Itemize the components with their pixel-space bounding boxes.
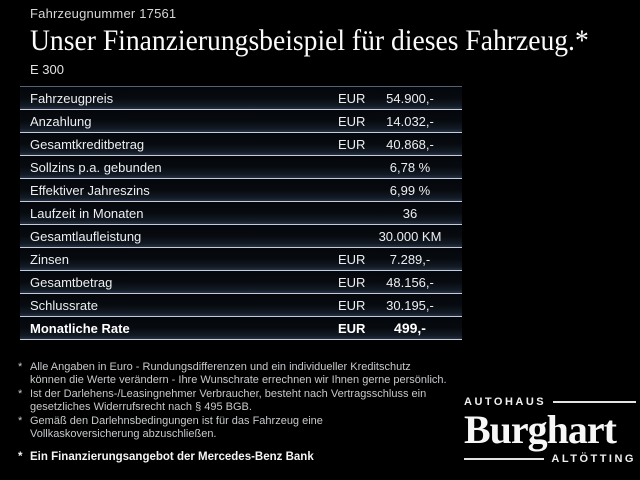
header: Fahrzeugnummer 17561 Unser Finanzierungs… <box>30 6 630 77</box>
logo-top-row: Autohaus <box>464 396 636 408</box>
row-value: 54.900,- <box>386 90 434 106</box>
row-value: 40.868,- <box>386 136 434 152</box>
logo-dealer-name: Burghart <box>464 407 617 452</box>
logo-autohaus-label: Autohaus <box>464 396 547 408</box>
table-row-laufzeit: Laufzeit in Monaten 36 <box>20 202 462 225</box>
table-row-zinsen: Zinsen EUR 7.289,- <box>20 248 462 271</box>
row-value: 6,78 % <box>389 159 431 175</box>
footnote-vollkasko: * Gemäß den Darlehnsbedingungen ist für … <box>18 415 488 442</box>
table-row-gesamtkreditbetrag: Gesamtkreditbetrag EUR 40.868,- <box>20 133 462 156</box>
table-row-gesamtlaufleistung: Gesamtlaufleistung 30.000 KM <box>20 225 462 248</box>
footnote-text: Gemäß den Darlehnsbedingungen ist für da… <box>30 414 323 441</box>
footnote-bank: * Ein Finanzierungsangebot der Mercedes-… <box>18 451 488 464</box>
row-currency: EUR <box>338 320 366 336</box>
footnote-marker: * <box>18 387 23 400</box>
row-currency: EUR <box>338 136 366 152</box>
row-value: 48.156,- <box>386 274 434 290</box>
row-currency: EUR <box>338 113 366 129</box>
vehicle-number: Fahrzeugnummer 17561 <box>30 6 177 21</box>
row-label: Fahrzeugpreis <box>30 90 114 106</box>
table-row-monatliche-rate: Monatliche Rate EUR 499,- <box>20 317 462 340</box>
row-value: 499,- <box>394 320 426 336</box>
footnote-text: Ein Finanzierungsangebot der Mercedes-Be… <box>30 451 314 464</box>
page-title: Unser Finanzierungsbeispiel für dieses F… <box>30 24 589 57</box>
row-label: Effektiver Jahreszins <box>30 182 150 198</box>
table-row-schlussrate: Schlussrate EUR 30.195,- <box>20 294 462 317</box>
row-label: Zinsen <box>30 251 70 267</box>
row-label: Laufzeit in Monaten <box>30 205 144 221</box>
row-currency: EUR <box>338 251 366 267</box>
row-value: 14.032,- <box>386 113 434 129</box>
row-value: 30.000 KM <box>378 228 442 244</box>
row-label: Gesamtbetrag <box>30 274 113 290</box>
row-label: Gesamtlaufleistung <box>30 228 142 244</box>
footnote-text: Alle Angaben in Euro - Rundungsdifferenz… <box>30 361 447 387</box>
footnote-widerrufsrecht: * Ist der Darlehens-/Leasingnehmer Verbr… <box>18 388 488 415</box>
table-row-gesamtbetrag: Gesamtbetrag EUR 48.156,- <box>20 271 462 294</box>
row-currency: EUR <box>338 297 366 313</box>
footnotes: * Alle Angaben in Euro - Rundungsdiffere… <box>18 361 488 465</box>
table-row-sollzins: Sollzins p.a. gebunden 6,78 % <box>20 156 462 179</box>
row-value: 6,99 % <box>389 182 431 198</box>
table-row-effektiver-jahreszins: Effektiver Jahreszins 6,99 % <box>20 179 462 202</box>
footnote-marker: * <box>18 414 23 427</box>
row-value: 30.195,- <box>386 297 434 313</box>
financing-table: Fahrzeugpreis EUR 54.900,- Anzahlung EUR… <box>20 86 462 340</box>
row-value: 7.289,- <box>389 251 431 267</box>
row-value: 36 <box>402 205 418 221</box>
footnote-marker: * <box>18 451 23 464</box>
row-currency: EUR <box>338 274 366 290</box>
logo-rule-bottom <box>464 458 545 460</box>
footnote-marker: * <box>18 361 23 373</box>
footnote-rounding: * Alle Angaben in Euro - Rundungsdiffere… <box>18 361 488 388</box>
logo-bottom-row: Altötting <box>464 453 636 465</box>
row-label: Sollzins p.a. gebunden <box>30 159 162 175</box>
row-label: Schlussrate <box>30 297 98 313</box>
row-label: Gesamtkreditbetrag <box>30 136 145 152</box>
table-row-fahrzeugpreis: Fahrzeugpreis EUR 54.900,- <box>20 87 462 110</box>
dealer-logo: Autohaus Burghart Altötting <box>464 396 636 465</box>
row-label: Monatliche Rate <box>30 320 130 336</box>
row-currency: EUR <box>338 90 366 106</box>
row-label: Anzahlung <box>30 113 92 129</box>
logo-city-label: Altötting <box>551 453 636 465</box>
logo-rule-top <box>553 401 636 403</box>
footnote-text: Ist der Darlehens-/Leasingnehmer Verbrau… <box>30 387 427 414</box>
vehicle-model: E 300 <box>30 62 64 77</box>
table-row-anzahlung: Anzahlung EUR 14.032,- <box>20 110 462 133</box>
